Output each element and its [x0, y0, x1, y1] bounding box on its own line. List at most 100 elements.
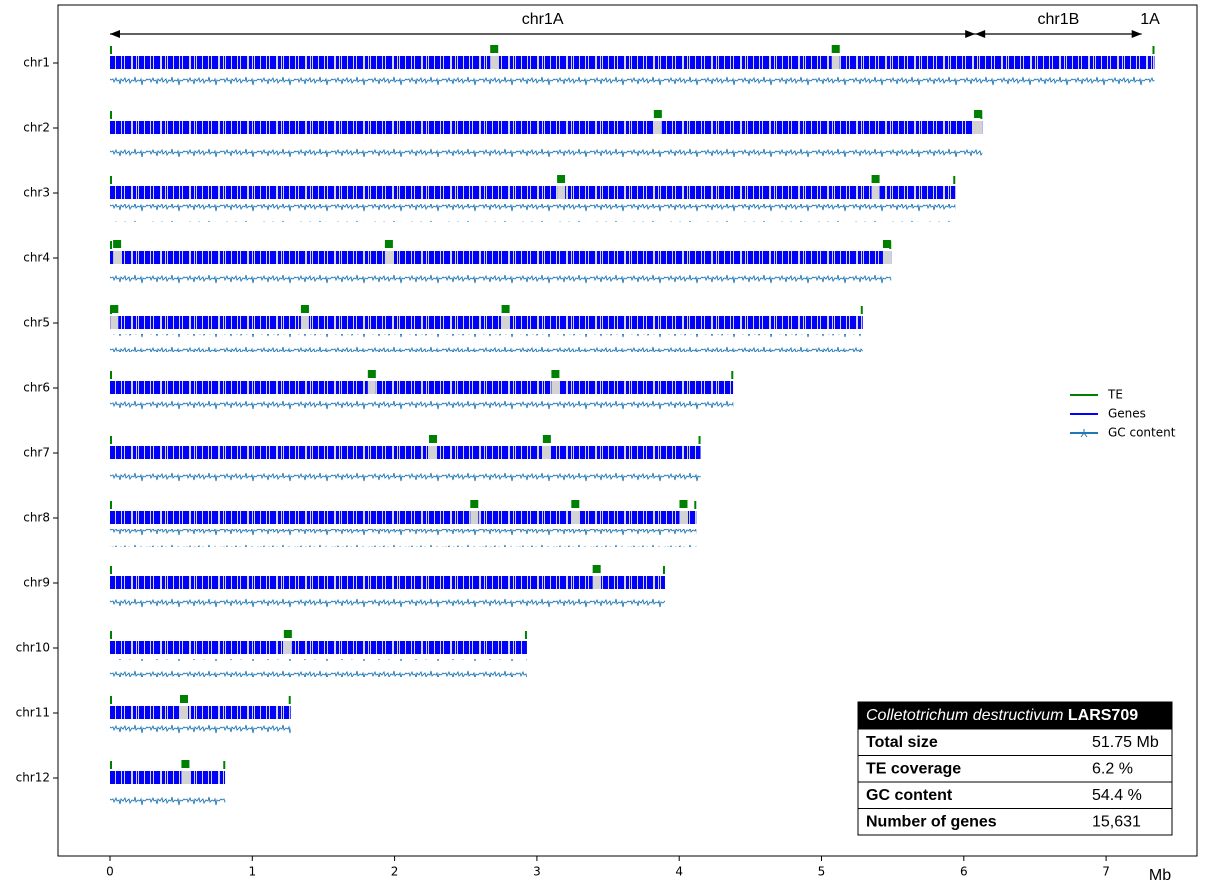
gc-track — [110, 334, 863, 352]
te-track — [110, 566, 112, 574]
te-block — [501, 305, 510, 313]
gene-gap — [283, 641, 292, 654]
plot-frame — [57, 4, 1198, 857]
te-track-end — [860, 306, 863, 314]
gene-gap — [653, 121, 662, 134]
gene-gap — [592, 576, 601, 589]
gene-gap — [179, 706, 188, 719]
gc-track — [110, 139, 983, 157]
te-track — [110, 111, 112, 119]
te-block — [470, 500, 479, 508]
te-track-end — [698, 436, 701, 444]
te-track-end — [662, 566, 665, 574]
chromosome-label: chr7 — [23, 446, 50, 460]
te-block — [571, 500, 580, 508]
te-block — [110, 305, 119, 313]
te-block — [113, 240, 122, 248]
info-table: Colletotrichum destructivum LARS709 Tota… — [857, 701, 1173, 836]
te-block — [300, 305, 309, 313]
gene-gap — [571, 511, 580, 524]
gc-track — [110, 529, 697, 547]
legend-label: TE — [1107, 388, 1123, 402]
strain: LARS709 — [1068, 707, 1138, 724]
gene-gap — [871, 186, 880, 199]
te-track — [110, 371, 112, 379]
te-block — [384, 240, 393, 248]
x-axis-label: Mb — [1149, 867, 1171, 884]
gc-track — [110, 724, 291, 742]
te-block — [871, 175, 880, 183]
gene-gap — [542, 446, 551, 459]
te-block — [653, 110, 662, 118]
te-track-end — [524, 631, 527, 639]
gene-track — [110, 316, 863, 329]
row-label: Number of genes — [866, 814, 997, 831]
row-value: 15,631 — [1092, 814, 1141, 831]
gene-track — [110, 186, 956, 199]
chromosome-label: chr4 — [23, 251, 50, 265]
gc-track — [110, 269, 892, 287]
table-title: Colletotrichum destructivum LARS709 — [866, 707, 1138, 724]
te-track-end — [731, 371, 734, 379]
legend-label: GC content — [1108, 426, 1176, 440]
gene-track — [110, 511, 697, 524]
x-tick-label: 3 — [533, 865, 541, 879]
te-block — [283, 630, 292, 638]
chromosome-label: chr3 — [23, 186, 50, 200]
chromosome-label: chr1 — [23, 56, 50, 70]
gene-gap — [367, 381, 376, 394]
chromosome-label: chr6 — [23, 381, 50, 395]
te-track — [110, 241, 112, 249]
gene-gap — [490, 56, 499, 69]
chromosome-label: chr9 — [23, 576, 50, 590]
chromosome-label: chr5 — [23, 316, 50, 330]
te-track-end — [288, 696, 291, 704]
gene-track — [110, 641, 527, 654]
gene-gap — [831, 56, 840, 69]
te-track-end — [223, 761, 226, 769]
gc-track — [110, 74, 1155, 92]
row-value: 51.75 Mb — [1092, 734, 1159, 751]
gene-track — [110, 446, 701, 459]
te-block — [181, 760, 190, 768]
te-track — [110, 501, 112, 509]
chromosome-label: chr10 — [16, 641, 50, 655]
te-track — [110, 436, 112, 444]
chromosome-label: chr12 — [16, 771, 50, 785]
gene-gap — [181, 771, 190, 784]
gene-gap — [113, 251, 122, 264]
row-value: 6.2 % — [1092, 761, 1133, 778]
annotation-label: 1A — [1140, 11, 1160, 28]
te-block — [179, 695, 188, 703]
gc-track — [110, 594, 665, 612]
chromosome-label: chr2 — [23, 121, 50, 135]
legend-label: Genes — [1108, 407, 1146, 421]
x-tick-label: 4 — [675, 865, 683, 879]
te-track — [110, 696, 112, 704]
gene-gap — [882, 251, 891, 264]
species: Colletotrichum destructivum — [866, 707, 1063, 724]
gene-gap — [557, 186, 566, 199]
gene-gap — [429, 446, 438, 459]
gc-track — [110, 399, 734, 417]
chromosome-label: chr8 — [23, 511, 50, 525]
gene-track — [110, 56, 1155, 69]
te-block — [551, 370, 560, 378]
row-label: GC content — [866, 787, 953, 804]
row-label: Total size — [866, 734, 938, 751]
te-block — [974, 110, 983, 118]
row-value: 54.4 % — [1092, 787, 1142, 804]
arrow-head — [1131, 30, 1142, 38]
te-block — [679, 500, 688, 508]
gene-gap — [679, 511, 688, 524]
te-track-end — [694, 501, 697, 509]
te-track-end — [1152, 46, 1155, 54]
te-block — [831, 45, 840, 53]
te-block — [542, 435, 551, 443]
gene-track — [110, 381, 734, 394]
gene-gap — [501, 316, 510, 329]
te-block — [490, 45, 499, 53]
x-tick-label: 6 — [960, 865, 968, 879]
te-block — [367, 370, 376, 378]
gene-gap — [110, 316, 119, 329]
